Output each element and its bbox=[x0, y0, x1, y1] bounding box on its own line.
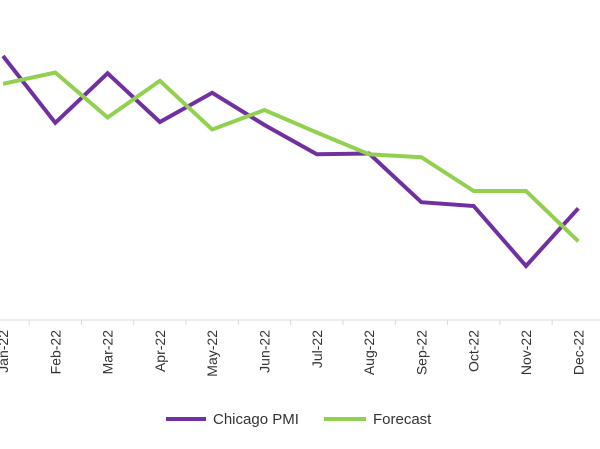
x-tick-label-jun-22: Jun-22 bbox=[257, 330, 273, 373]
x-axis-labels: Jan-22 Feb-22 Mar-22 Apr-22 May-22 Jun-22 Jul-… bbox=[0, 330, 586, 377]
series-line-forecast bbox=[2, 70, 580, 243]
x-tick-label-sep-22: Sep-22 bbox=[413, 330, 429, 375]
legend-label-forecast: Forecast bbox=[373, 411, 432, 428]
x-axis-ticks bbox=[28, 320, 553, 325]
x-tick-label-nov-22: Nov-22 bbox=[518, 330, 534, 375]
legend-label-chicago-pmi: Chicago PMI bbox=[213, 411, 299, 428]
x-tick-label-feb-22: Feb-22 bbox=[47, 330, 63, 375]
series-lines bbox=[1, 54, 580, 270]
x-tick-label-dec-22: Dec-22 bbox=[570, 330, 586, 375]
x-tick-label-mar-22: Mar-22 bbox=[100, 330, 116, 375]
series-line-chicago-pmi bbox=[1, 54, 580, 270]
x-tick-label-jul-22: Jul-22 bbox=[309, 330, 325, 368]
x-tick-label-oct-22: Oct-22 bbox=[466, 330, 482, 372]
legend: Chicago PMI Forecast bbox=[166, 411, 432, 428]
x-tick-label-jan-22: Jan-22 bbox=[0, 330, 11, 373]
x-tick-label-apr-22: Apr-22 bbox=[152, 330, 168, 372]
x-tick-label-aug-22: Aug-22 bbox=[361, 330, 377, 375]
x-tick-label-may-22: May-22 bbox=[204, 330, 220, 377]
